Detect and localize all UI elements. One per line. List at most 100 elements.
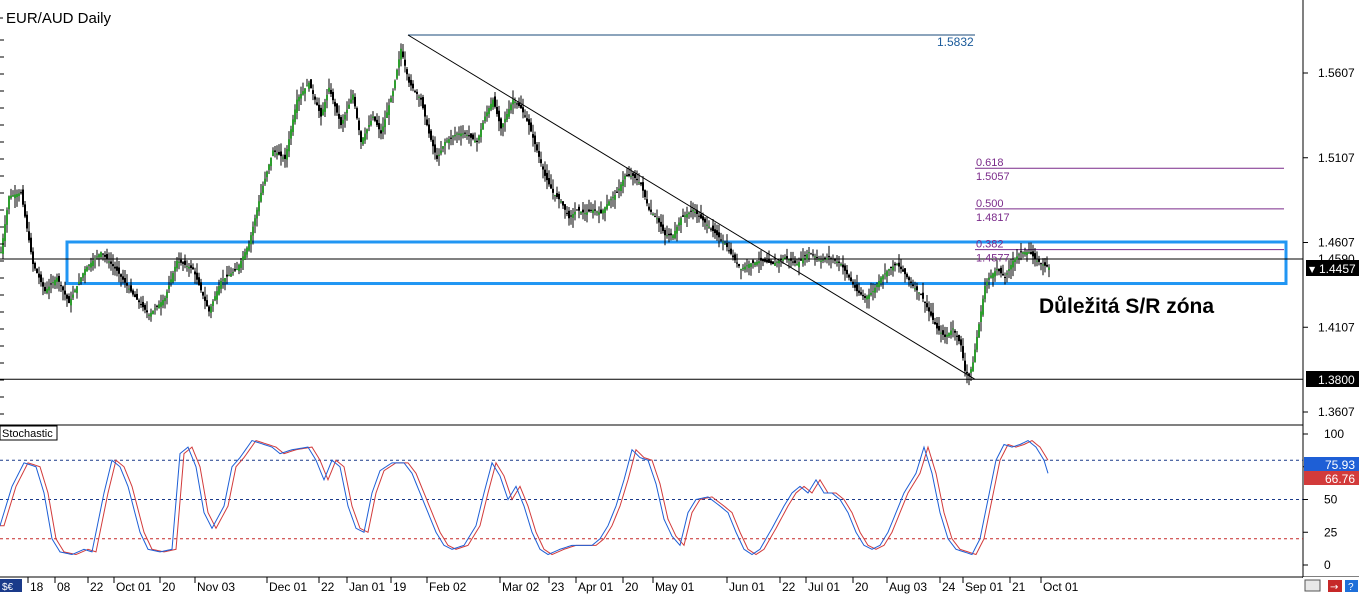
fib-price-label: 1.5057 bbox=[976, 171, 1010, 183]
candle-body bbox=[788, 259, 790, 261]
candle-body bbox=[170, 279, 172, 283]
help-icon[interactable] bbox=[1345, 580, 1358, 592]
candle-body bbox=[696, 209, 698, 215]
candle-body bbox=[140, 303, 142, 305]
candle-body bbox=[1014, 258, 1016, 263]
candle-body bbox=[414, 90, 416, 92]
candle-body bbox=[174, 266, 176, 272]
x-tick-label: Oct 01 bbox=[116, 580, 152, 594]
candle-body bbox=[378, 123, 380, 130]
candle-body bbox=[896, 264, 898, 266]
candle-body bbox=[418, 96, 420, 98]
stoch-red-tag-bg bbox=[1304, 471, 1359, 485]
candle-body bbox=[160, 302, 162, 307]
candle-body bbox=[766, 259, 768, 263]
candle-body bbox=[496, 106, 498, 115]
candle-body bbox=[500, 118, 502, 129]
candle-body bbox=[486, 112, 488, 117]
candle-body bbox=[964, 360, 966, 371]
candle-body bbox=[886, 271, 888, 277]
candle-body bbox=[202, 292, 204, 296]
candle-body bbox=[146, 310, 148, 313]
candle-body bbox=[296, 99, 298, 113]
x-tick-label: Oct 01 bbox=[1043, 580, 1079, 594]
candle-body bbox=[1028, 252, 1030, 254]
candle-body bbox=[86, 266, 88, 272]
candle-body bbox=[36, 268, 38, 274]
candle-body bbox=[558, 193, 560, 200]
candle-body bbox=[668, 233, 670, 236]
candle-body bbox=[902, 269, 904, 272]
candle-body bbox=[20, 192, 22, 194]
candle-body bbox=[664, 229, 666, 236]
scale-toggle-icon[interactable] bbox=[1304, 579, 1321, 592]
candle-body bbox=[288, 139, 290, 152]
candle-body bbox=[302, 91, 304, 95]
candle-body bbox=[150, 312, 152, 317]
x-tick-label: 20 bbox=[625, 580, 639, 594]
candle-body bbox=[774, 262, 776, 266]
candle-body bbox=[830, 258, 832, 260]
candle-body bbox=[970, 369, 972, 373]
candle-body bbox=[710, 228, 712, 230]
x-tick-label: Apr 01 bbox=[578, 580, 614, 594]
candle-body bbox=[954, 330, 956, 333]
candle-body bbox=[592, 209, 594, 214]
candle-body bbox=[448, 139, 450, 144]
candle-body bbox=[330, 89, 332, 94]
candle-body bbox=[250, 235, 252, 245]
candle-body bbox=[440, 150, 442, 154]
candle-body bbox=[244, 252, 246, 260]
candle-body bbox=[78, 281, 80, 284]
candle-body bbox=[538, 150, 540, 157]
x-tick-label: Jul 01 bbox=[808, 580, 840, 594]
candle-body bbox=[276, 153, 278, 156]
candle-body bbox=[186, 265, 188, 267]
candle-body bbox=[178, 261, 180, 263]
candle-body bbox=[1030, 251, 1032, 255]
candle-body bbox=[518, 102, 520, 106]
candle-body bbox=[850, 277, 852, 281]
candle-body bbox=[30, 237, 32, 253]
stochastic-label: Stochastic bbox=[2, 428, 53, 440]
candle-body bbox=[98, 254, 100, 258]
fib-price-label: 1.4817 bbox=[976, 212, 1010, 224]
candle-body bbox=[392, 91, 394, 97]
candle-body bbox=[778, 260, 780, 264]
candle-body bbox=[0, 252, 2, 254]
candle-body bbox=[814, 256, 816, 258]
candle-body bbox=[892, 266, 894, 271]
candle-body bbox=[372, 116, 374, 119]
candle-body bbox=[134, 294, 136, 298]
candle-body bbox=[110, 261, 112, 264]
candle-body bbox=[526, 118, 528, 121]
candle-body bbox=[770, 260, 772, 264]
candle-body bbox=[382, 126, 384, 132]
candle-body bbox=[578, 206, 580, 211]
candle-body bbox=[240, 260, 242, 268]
candle-body bbox=[18, 193, 20, 197]
candle-body bbox=[504, 118, 506, 123]
candle-body bbox=[986, 281, 988, 286]
scroll-right-icon[interactable] bbox=[1328, 580, 1342, 592]
candle-body bbox=[470, 133, 472, 138]
candle-body bbox=[502, 123, 504, 128]
candle-body bbox=[716, 230, 718, 236]
candle-body bbox=[922, 292, 924, 299]
candle-body bbox=[944, 334, 946, 337]
x-tick-label: 20 bbox=[162, 580, 176, 594]
candle-body bbox=[958, 335, 960, 342]
candle-body bbox=[34, 262, 36, 269]
candle-body bbox=[652, 214, 654, 216]
candle-body bbox=[1034, 253, 1036, 259]
candle-body bbox=[534, 135, 536, 145]
x-tick-label: 22 bbox=[321, 580, 335, 594]
candle-body bbox=[982, 298, 984, 315]
candle-body bbox=[704, 218, 706, 223]
currency-icon[interactable] bbox=[0, 579, 22, 592]
candle-body bbox=[474, 140, 476, 143]
candle-body bbox=[54, 279, 56, 286]
candle-body bbox=[530, 122, 532, 132]
x-tick-label: 08 bbox=[57, 580, 71, 594]
